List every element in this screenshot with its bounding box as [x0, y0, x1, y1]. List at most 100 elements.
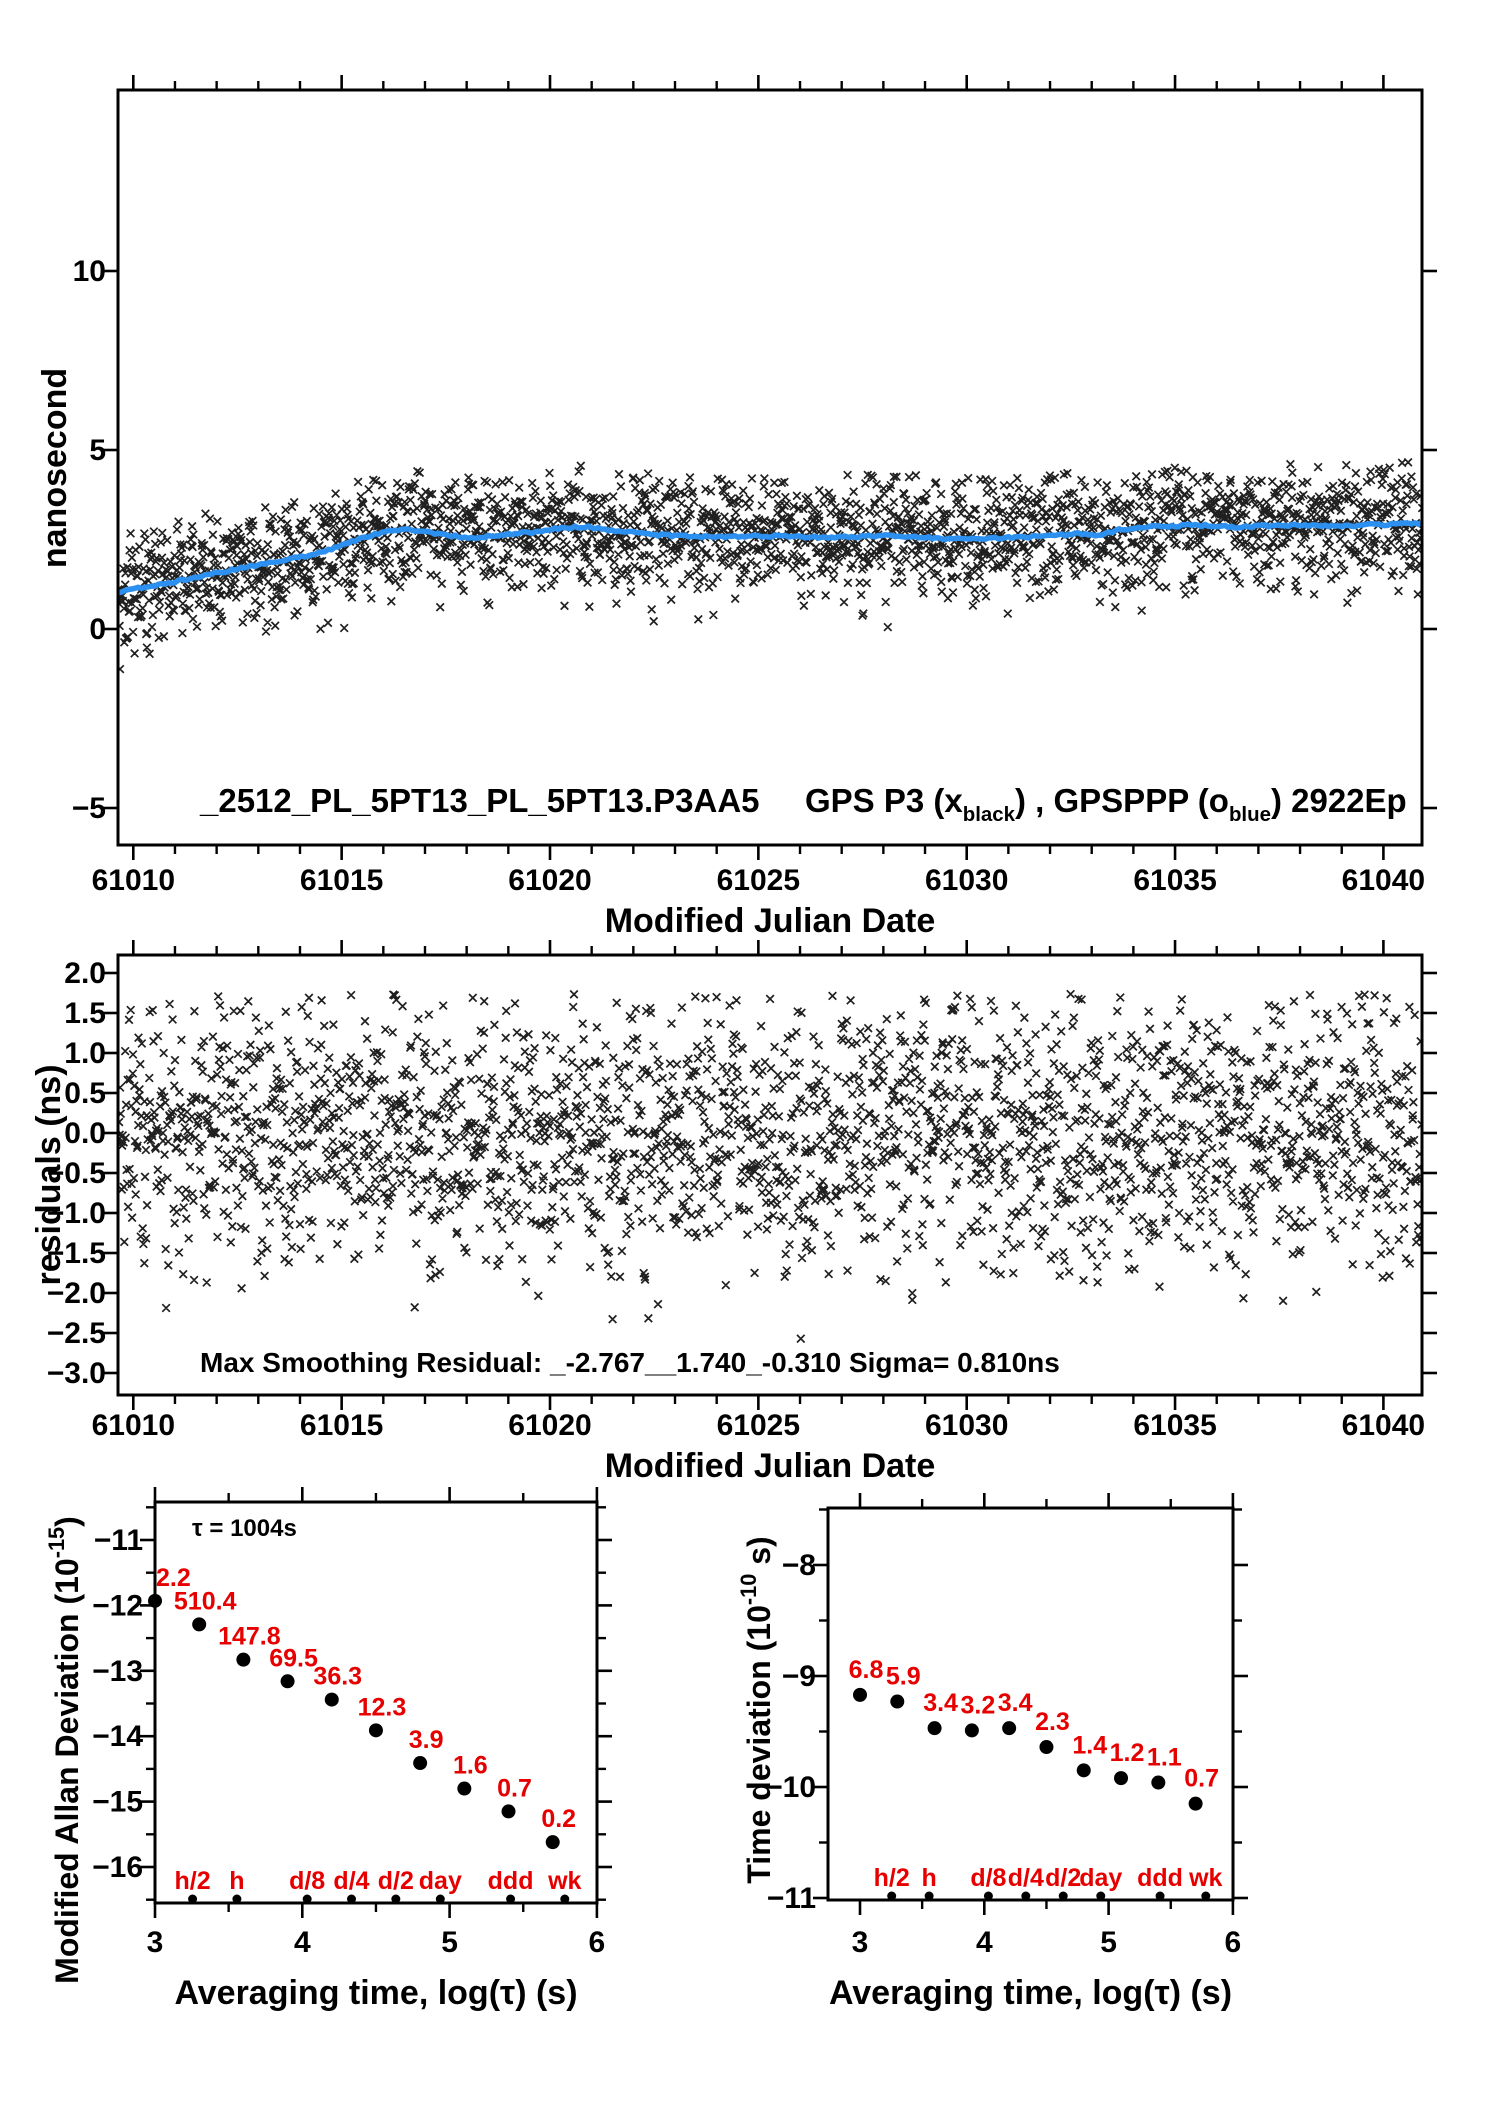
label-run: s)	[741, 1536, 777, 1573]
tdev-tick-label: −11	[767, 1882, 816, 1915]
tdev-value-label: 6.8	[849, 1656, 884, 1684]
mjd-tick-label: 61020	[508, 864, 591, 897]
tdev-value-label: 2.3	[1035, 1708, 1070, 1736]
logtau-tick-label: 6	[1225, 1926, 1242, 1959]
period-marker-dot	[506, 1894, 516, 1904]
dataset-title: _2512_PL_5PT13_PL_5PT13.P3AA5	[199, 782, 760, 819]
tdev-value-label: 5.9	[886, 1663, 921, 1691]
label-run: Time deviation (10	[741, 1605, 777, 1884]
tau-note: τ = 1004s	[192, 1515, 297, 1542]
mjd-tick-label: 61030	[925, 864, 1008, 897]
tdev-value-label: 3.4	[998, 1689, 1033, 1717]
tdev-value-label: 3.4	[923, 1689, 958, 1717]
tdev-data-point	[1114, 1771, 1129, 1786]
tdev-tick-label: −9	[782, 1660, 816, 1693]
period-marker-dot	[232, 1894, 242, 1904]
period-marker-dot	[435, 1894, 445, 1904]
label-run: ) 2922Ep	[1271, 782, 1407, 819]
tdev-tick-label: −8	[782, 1549, 816, 1582]
tdev-data-point	[1076, 1763, 1091, 1778]
averaging-time-axis-title: Averaging time, log(τ) (s)	[174, 1974, 577, 2012]
period-marker-label: h	[921, 1864, 936, 1892]
mdev-data-point	[457, 1781, 472, 1796]
top-panel-frame	[116, 88, 1424, 847]
tdev-data-point	[1151, 1775, 1166, 1790]
mjd-tick-label: 61025	[717, 1409, 800, 1442]
residual-tick-label: −2.5	[47, 1317, 106, 1350]
mdev-data-point	[545, 1835, 560, 1850]
period-marker-dot	[188, 1894, 198, 1904]
mdev-tick-label: −15	[92, 1786, 143, 1819]
mdev-tick-label: −12	[92, 1589, 143, 1622]
label-run: blue	[1229, 803, 1271, 826]
period-marker-dot	[887, 1891, 897, 1901]
tdev-axis-title: Time deviation (10-10 s)	[736, 1536, 777, 1883]
mdev-axis-title: Modified Allan Deviation (10-15)	[44, 1516, 85, 1984]
mdev-value-label: 2.2	[156, 1564, 191, 1592]
gpsppp-smoothed-line	[118, 520, 1422, 596]
residual-tick-label: 1.0	[64, 1037, 106, 1070]
period-marker-label: day	[1079, 1864, 1122, 1892]
logtau-tick-label: 6	[589, 1926, 606, 1959]
mjd-tick-label: 61035	[1133, 1409, 1216, 1442]
logtau-tick-label: 5	[441, 1926, 458, 1959]
period-marker-dot	[346, 1894, 356, 1904]
mjd-tick-label: 61010	[92, 1409, 175, 1442]
tdev-data-point	[1188, 1796, 1203, 1811]
mjd-tick-label: 61025	[717, 864, 800, 897]
period-marker-dot	[1201, 1891, 1211, 1901]
mdev-data-point	[324, 1692, 339, 1707]
tdev-data-point	[853, 1687, 867, 1702]
series-legend-title: GPS P3 (xblack) , GPSPPP (oblue) 2922Ep	[805, 782, 1407, 826]
mdev-value-label: 36.3	[313, 1663, 362, 1691]
period-marker-dot	[1058, 1891, 1068, 1901]
mdev-panel: 3 4 5 6−11−12−13−14−15−162.2510.4147.869.53…	[44, 1487, 612, 2012]
mdev-value-label: 12.3	[358, 1693, 407, 1721]
period-marker-dot	[983, 1891, 993, 1901]
mjd-axis-title: Modified Julian Date	[605, 1447, 936, 1485]
mdev-value-label: 147.8	[218, 1623, 281, 1651]
tdev-data-point	[964, 1723, 979, 1738]
period-marker-dot	[924, 1891, 934, 1901]
max-smoothing-residual-annotation: Max Smoothing Residual: _-2.767__1.740_-…	[200, 1347, 1060, 1378]
mdev-tick-label: −16	[92, 1851, 143, 1884]
tdev-value-label: 1.2	[1110, 1739, 1145, 1767]
label-run: )	[49, 1516, 85, 1527]
tdev-tick-label: −10	[765, 1771, 816, 1804]
residual-tick-label: 0.0	[64, 1117, 106, 1150]
mjd-tick-label: 61040	[1342, 1409, 1425, 1442]
mdev-tick-label: −14	[92, 1720, 143, 1753]
period-marker-label: h	[229, 1867, 244, 1895]
ns-tick-label: −5	[72, 792, 106, 825]
tdev-value-label: 0.7	[1184, 1765, 1219, 1793]
period-marker-label: wk	[1188, 1864, 1222, 1892]
mdev-value-label: 510.4	[174, 1587, 237, 1615]
logtau-tick-label: 5	[1100, 1926, 1117, 1959]
period-marker-dot	[1155, 1891, 1165, 1901]
period-marker-dot	[560, 1894, 570, 1904]
period-marker-dot	[302, 1894, 312, 1904]
nanosecond-axis-title: nanosecond	[36, 368, 74, 568]
mdev-value-label: 69.5	[269, 1644, 318, 1672]
tdev-value-label: 1.1	[1147, 1744, 1182, 1772]
period-marker-label: ddd	[488, 1867, 534, 1895]
tdev-value-label: 1.4	[1072, 1731, 1107, 1759]
averaging-time-axis-title: Averaging time, log(τ) (s)	[829, 1974, 1232, 2012]
top-panel: 61010 61015 61020 61025 61030 61035 61040 10 5 0 −…	[36, 75, 1437, 940]
residual-tick-label: 1.5	[64, 997, 106, 1030]
ns-tick-label: 5	[89, 434, 106, 467]
residual-tick-label: 2.0	[64, 957, 106, 990]
logtau-tick-label: 4	[294, 1926, 311, 1959]
mdev-tick-label: −11	[94, 1524, 143, 1557]
period-marker-dot	[1021, 1891, 1031, 1901]
mjd-tick-label: 61015	[300, 1409, 383, 1442]
period-marker-label: day	[419, 1867, 462, 1895]
label-run: GPS P3 (x	[805, 782, 963, 819]
mjd-tick-label: 61040	[1342, 864, 1425, 897]
mdev-data-point	[280, 1674, 295, 1689]
period-marker-label: h/2	[874, 1864, 910, 1892]
mjd-tick-label: 61010	[92, 864, 175, 897]
residual-tick-label: 0.5	[64, 1077, 106, 1110]
period-marker-label: wk	[547, 1867, 581, 1895]
